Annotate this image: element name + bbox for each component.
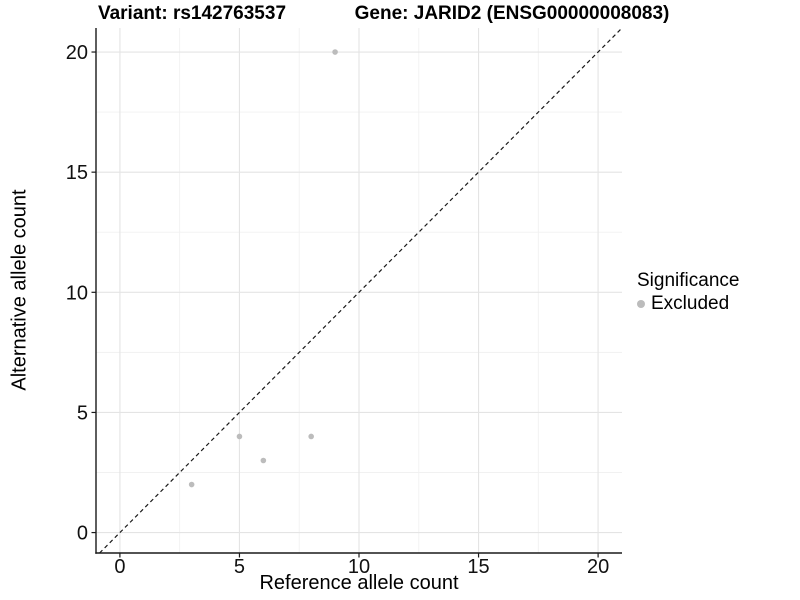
- y-tick-label: 15: [66, 162, 88, 184]
- x-tick-label: 20: [587, 556, 609, 578]
- y-tick-label: 0: [77, 523, 88, 545]
- y-tick-label: 20: [66, 42, 88, 64]
- legend-item-label: Excluded: [651, 293, 730, 314]
- x-tick-label: 0: [114, 556, 125, 578]
- x-tick-label: 5: [234, 556, 245, 578]
- data-point: [260, 457, 267, 464]
- data-point: [308, 433, 314, 440]
- identity-line: [99, 27, 623, 554]
- x-tick-label: 15: [467, 556, 489, 578]
- legend-item-excluded: Excluded: [637, 293, 739, 314]
- plot-title-gene: Gene: JARID2 (ENSG00000008083): [354, 3, 670, 24]
- legend-point-icon: [637, 299, 645, 308]
- plot-title-variant: Variant: rs142763537: [97, 3, 287, 24]
- data-point: [188, 481, 195, 488]
- y-tick-label: 10: [66, 282, 88, 304]
- legend: Significance Excluded: [637, 270, 739, 314]
- data-point: [236, 433, 243, 440]
- x-tick-label: 10: [348, 556, 370, 578]
- legend-title: Significance: [637, 270, 740, 291]
- data-point: [332, 49, 338, 55]
- y-tick-label: 5: [77, 402, 88, 424]
- y-axis-title: Alternative allele count: [8, 189, 31, 391]
- x-axis-title: Reference allele count: [259, 572, 459, 594]
